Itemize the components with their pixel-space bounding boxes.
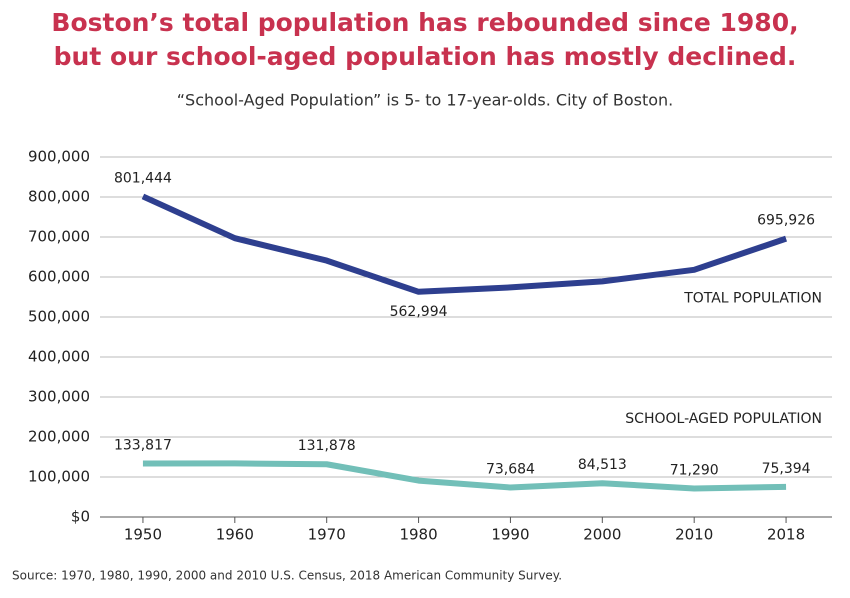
chart-title: but our school-aged population has mostl…	[54, 42, 797, 71]
y-tick-label: 400,000	[28, 348, 90, 366]
y-tick-label: 700,000	[28, 228, 90, 246]
data-label: 73,684	[486, 462, 535, 478]
chart-subtitle: “School-Aged Population” is 5- to 17-yea…	[177, 91, 673, 110]
y-tick-label: $0	[71, 508, 90, 526]
data-label: 71,290	[670, 462, 719, 478]
y-tick-label: 500,000	[28, 308, 90, 326]
y-tick-label: 600,000	[28, 268, 90, 286]
series-label: SCHOOL-AGED POPULATION	[625, 411, 822, 427]
source-note: Source: 1970, 1980, 1990, 2000 and 2010 …	[12, 569, 562, 583]
x-tick-label: 1950	[124, 526, 162, 544]
series-line	[141, 193, 788, 295]
y-tick-label: 300,000	[28, 388, 90, 406]
x-tick-label: 1990	[491, 526, 529, 544]
data-label: 75,394	[762, 461, 811, 477]
x-tick-label: 1980	[399, 526, 437, 544]
x-tick-label: 2010	[675, 526, 713, 544]
series-line	[142, 460, 787, 492]
y-tick-label: 200,000	[28, 428, 90, 446]
series-label: TOTAL POPULATION	[683, 291, 822, 307]
y-tick-label: 900,000	[28, 148, 90, 166]
chart-title: Boston’s total population has rebounded …	[51, 8, 798, 37]
data-label: 801,444	[114, 170, 172, 186]
data-label: 131,878	[298, 438, 356, 454]
y-tick-label: 100,000	[28, 468, 90, 486]
data-label: 84,513	[578, 457, 627, 473]
y-tick-label: 800,000	[28, 188, 90, 206]
x-tick-label: 2000	[583, 526, 621, 544]
x-tick-label: 1970	[308, 526, 346, 544]
data-label: 695,926	[757, 213, 815, 229]
data-label: 133,817	[114, 437, 172, 453]
x-tick-label: 1960	[216, 526, 254, 544]
data-label: 562,994	[390, 304, 448, 320]
x-tick-label: 2018	[767, 526, 805, 544]
